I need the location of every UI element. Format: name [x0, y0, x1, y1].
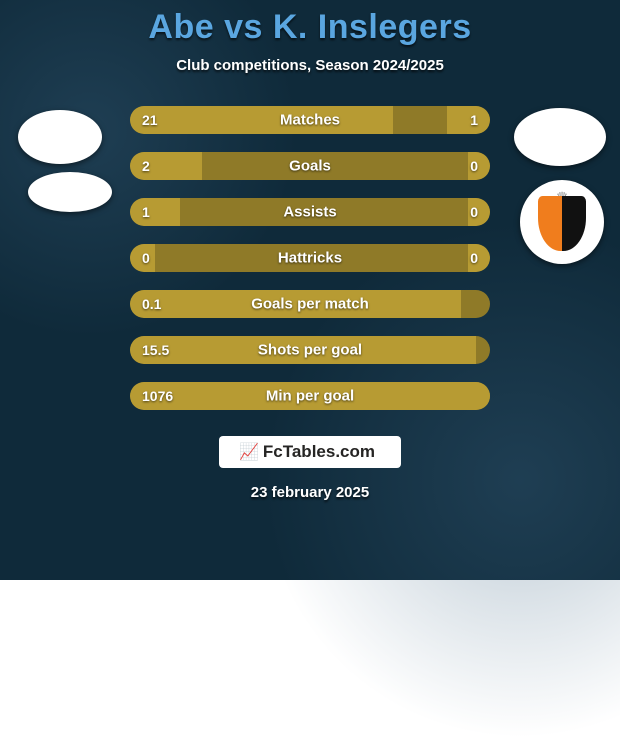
- bar-fill-right: [447, 106, 490, 134]
- bar-fill-left: [130, 106, 393, 134]
- stat-row: 10Assists: [130, 198, 490, 226]
- date-label: 23 february 2025: [251, 484, 369, 501]
- bar-track: [130, 152, 490, 180]
- stat-bars: 211Matches 20Goals 10Assists 00Hattricks 0.1…: [130, 106, 490, 410]
- bar-fill-left: [130, 290, 461, 318]
- club-crest-icon: ♕: [533, 193, 592, 252]
- bar-track: [130, 198, 490, 226]
- player-right-name: K. Inslegers: [273, 8, 472, 46]
- vs-label: vs: [224, 8, 263, 46]
- bar-track: [130, 382, 490, 410]
- bar-fill-left: [130, 198, 180, 226]
- bar-track: [130, 106, 490, 134]
- bar-fill-right: [468, 244, 490, 272]
- player-left-name: Abe: [148, 8, 214, 46]
- stat-row: 00Hattricks: [130, 244, 490, 272]
- stat-row: 15.5Shots per goal: [130, 336, 490, 364]
- stat-row: 1076Min per goal: [130, 382, 490, 410]
- bar-fill-right: [468, 198, 490, 226]
- bar-fill-left: [130, 244, 155, 272]
- player-left-badge-2: [28, 172, 112, 212]
- bar-track: [130, 290, 490, 318]
- bar-track: [130, 244, 490, 272]
- stat-row: 20Goals: [130, 152, 490, 180]
- bar-track: [130, 336, 490, 364]
- stat-row: 211Matches: [130, 106, 490, 134]
- bar-fill-left: [130, 152, 202, 180]
- brand-logo-icon: 📈: [239, 442, 257, 462]
- bar-fill-right: [468, 152, 490, 180]
- player-left-badge-1: [18, 110, 102, 164]
- player-right-badge-1: [514, 108, 606, 166]
- player-right-club-crest: ♕: [520, 180, 604, 264]
- page-title: Abe vs K. Inslegers: [148, 8, 471, 47]
- brand-badge[interactable]: 📈 FcTables.com: [219, 436, 401, 468]
- comparison-card: Abe vs K. Inslegers Club competitions, S…: [0, 0, 620, 580]
- bar-fill-left: [130, 382, 490, 410]
- brand-label: FcTables.com: [263, 442, 375, 462]
- stat-row: 0.1Goals per match: [130, 290, 490, 318]
- bar-fill-left: [130, 336, 476, 364]
- subtitle: Club competitions, Season 2024/2025: [176, 57, 444, 74]
